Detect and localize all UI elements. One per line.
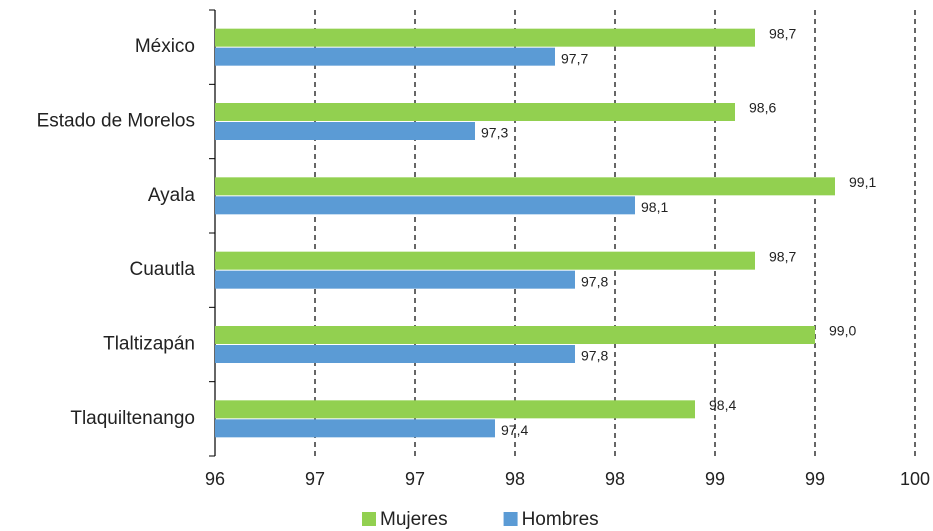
bar: [215, 47, 555, 66]
bar: [215, 345, 575, 363]
y-tick-label: Ayala: [148, 185, 196, 206]
bar: [215, 103, 735, 121]
bar: [215, 326, 815, 344]
x-tick-label: 100: [900, 469, 930, 489]
bar: [215, 400, 695, 419]
bar: [215, 28, 755, 47]
legend-label: Hombres: [522, 509, 599, 530]
bar: [215, 196, 635, 215]
value-label: 99,0: [829, 323, 856, 339]
value-label: 98,4: [709, 397, 736, 413]
legend-swatch: [503, 512, 518, 526]
value-label: 98,1: [641, 199, 668, 215]
x-tick-label: 97: [305, 469, 325, 489]
bar: [215, 122, 475, 140]
x-tick-label: 99: [805, 469, 825, 489]
value-label: 97,3: [481, 125, 508, 141]
bar: [215, 251, 755, 270]
value-label: 97,8: [581, 273, 608, 289]
value-label: 97,8: [581, 348, 608, 364]
value-label: 97,7: [561, 50, 588, 66]
value-label: 98,7: [769, 248, 796, 264]
y-tick-label: Tlaquiltenango: [70, 408, 195, 429]
x-tick-label: 96: [205, 469, 225, 489]
legend-label: Mujeres: [380, 509, 448, 530]
legend-swatch: [362, 512, 376, 526]
value-label: 97,4: [501, 422, 528, 438]
x-tick-label: 97: [405, 469, 425, 489]
value-label: 99,1: [849, 174, 876, 190]
bar: [215, 270, 575, 289]
y-tick-label: México: [135, 36, 195, 57]
x-tick-label: 98: [505, 469, 525, 489]
y-tick-label: Cuautla: [130, 259, 196, 280]
y-tick-label: Estado de Morelos: [37, 111, 195, 132]
bar: [215, 177, 835, 196]
bar: [215, 419, 495, 438]
y-tick-label: Tlaltizapán: [103, 334, 195, 355]
value-label: 98,7: [769, 25, 796, 41]
value-label: 98,6: [749, 100, 776, 116]
x-tick-label: 99: [705, 469, 725, 489]
x-tick-label: 98: [605, 469, 625, 489]
